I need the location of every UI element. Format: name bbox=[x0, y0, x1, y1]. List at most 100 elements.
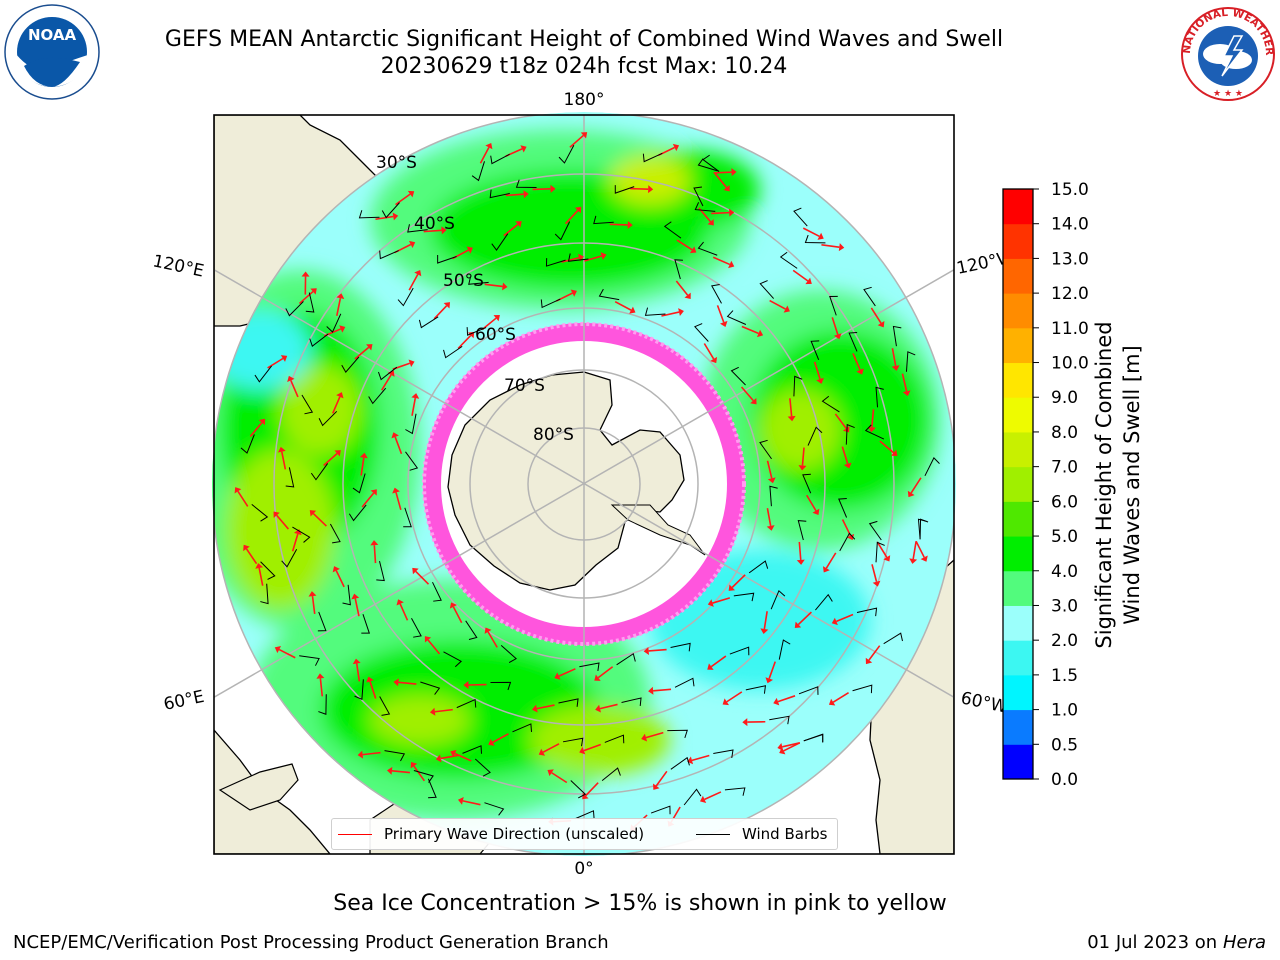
wave-arrow-head bbox=[408, 240, 416, 249]
wave-arrow bbox=[267, 357, 284, 369]
wave-arrow-head bbox=[627, 220, 633, 229]
wave-arrow bbox=[408, 273, 419, 291]
colorbar-tick-label: 8.0 bbox=[1051, 423, 1078, 443]
wave-arrow-head bbox=[258, 418, 266, 426]
wave-arrow-head bbox=[387, 370, 395, 377]
wave-arrow bbox=[479, 146, 490, 164]
wind-barb bbox=[567, 253, 589, 262]
lat-label-70s: 70°S bbox=[504, 376, 545, 396]
wave-arrow-head bbox=[332, 566, 340, 573]
lat-label-80s: 80°S bbox=[533, 425, 574, 445]
wind-barb bbox=[545, 258, 566, 267]
wave-arrow bbox=[871, 564, 878, 582]
wave-arrow-head bbox=[641, 733, 648, 742]
wind-barb bbox=[769, 715, 790, 725]
lat-label-30s: 30°S bbox=[376, 153, 417, 173]
wind-barb bbox=[341, 356, 360, 373]
wave-arrow bbox=[399, 603, 409, 621]
wave-arrow bbox=[841, 446, 849, 465]
wind-barb bbox=[650, 805, 671, 815]
wind-barb bbox=[292, 526, 311, 543]
wave-arrow bbox=[411, 397, 417, 416]
wave-arrow-head bbox=[817, 232, 824, 240]
wind-barb bbox=[864, 424, 885, 440]
wave-arrow bbox=[741, 325, 759, 335]
wave-arrow-head bbox=[842, 426, 850, 433]
wind-barb bbox=[863, 286, 876, 307]
wind-barb bbox=[405, 413, 417, 435]
wave-arrow-head bbox=[629, 306, 636, 314]
wind-barb bbox=[348, 504, 367, 522]
wave-arrow-head bbox=[877, 320, 885, 328]
colorbar-swatch bbox=[1003, 744, 1033, 780]
wave-arrow-head bbox=[648, 185, 654, 194]
wave-arrow-head bbox=[595, 704, 601, 713]
wind-barb bbox=[924, 457, 940, 477]
wave-arrow-head bbox=[277, 446, 286, 453]
wind-barb bbox=[697, 241, 718, 256]
wind-barb bbox=[462, 745, 483, 754]
legend-red-line bbox=[338, 833, 372, 835]
wind-barb bbox=[310, 463, 329, 481]
wave-arrow bbox=[565, 209, 579, 225]
wave-arrow-head bbox=[883, 555, 891, 562]
wave-arrow-head bbox=[485, 142, 493, 150]
wave-arrow-head bbox=[672, 143, 680, 152]
wave-arrow bbox=[704, 791, 722, 801]
wind-barb bbox=[515, 179, 537, 188]
wind-barb bbox=[443, 651, 462, 668]
wave-arrow-head bbox=[728, 584, 736, 591]
wave-arrow-head bbox=[274, 646, 282, 654]
wind-barb bbox=[285, 467, 295, 488]
wave-arrow-head bbox=[414, 269, 422, 277]
wave-arrow-head bbox=[396, 599, 404, 606]
wind-barb bbox=[730, 366, 746, 386]
legend-wave-label: Primary Wave Direction (unscaled) bbox=[384, 825, 645, 843]
wind-barb bbox=[465, 620, 478, 640]
wave-arrow bbox=[691, 754, 710, 762]
colorbar-swatch bbox=[1003, 397, 1033, 433]
chart-title: GEFS MEAN Antarctic Significant Height o… bbox=[164, 27, 1004, 52]
wind-barb bbox=[443, 345, 463, 359]
wave-arrow-head bbox=[574, 206, 582, 214]
wind-barb bbox=[848, 331, 858, 352]
wind-barb bbox=[674, 677, 695, 688]
wave-arrow bbox=[394, 436, 403, 455]
wind-barb bbox=[437, 254, 457, 264]
wind-barb bbox=[759, 280, 775, 299]
colorbar: 0.0 0.5 1.0 1.5 2.0 3.0 4.0 5.0 6.0 7.0 8.0 9.0 10.0… bbox=[1002, 180, 1089, 790]
wave-arrow-head bbox=[435, 754, 442, 763]
wave-arrow bbox=[766, 508, 772, 527]
wave-arrow-head bbox=[822, 566, 830, 573]
wave-arrow-head bbox=[865, 657, 873, 665]
wind-barb bbox=[793, 207, 808, 227]
wave-arrow-head bbox=[339, 325, 346, 333]
wind-barb bbox=[377, 366, 398, 381]
wind-barb bbox=[512, 723, 533, 733]
colorbar-tick-label: 1.0 bbox=[1051, 701, 1078, 721]
colorbar-tick-label: 10.0 bbox=[1051, 354, 1089, 374]
wave-arrow-head bbox=[243, 544, 250, 552]
wind-barb bbox=[384, 750, 406, 762]
wave-arrow bbox=[369, 681, 377, 699]
wind-barb bbox=[358, 210, 380, 219]
wave-arrow-head bbox=[648, 686, 654, 695]
wave-arrow bbox=[891, 348, 897, 367]
wave-arrow-head bbox=[357, 750, 364, 759]
wave-arrow-head bbox=[707, 599, 714, 607]
wind-barb bbox=[616, 652, 636, 666]
legend-wave-direction: Primary Wave Direction (unscaled) bbox=[338, 825, 644, 843]
wave-arrow bbox=[258, 567, 264, 586]
wind-barb bbox=[407, 224, 428, 233]
wind-barb bbox=[490, 681, 512, 691]
wave-arrow-head bbox=[301, 271, 310, 277]
wind-barb bbox=[798, 686, 819, 695]
wave-arrow-head bbox=[728, 260, 735, 269]
wind-barb bbox=[471, 161, 485, 182]
wind-barb bbox=[500, 644, 517, 664]
colorbar-swatch bbox=[1003, 501, 1033, 537]
wave-arrow-head bbox=[833, 333, 842, 340]
lon-label-120e: 120°E bbox=[151, 251, 206, 281]
wave-arrow-head bbox=[287, 375, 295, 383]
lon-label-60w: 60°W bbox=[959, 688, 1009, 717]
